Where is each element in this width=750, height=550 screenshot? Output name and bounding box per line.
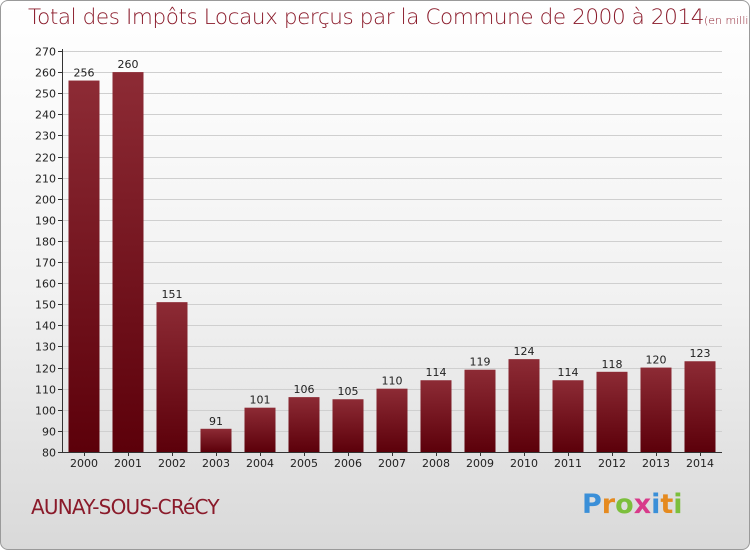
x-tick-label: 2013 [642,457,670,470]
y-tick-label: 230 [35,130,56,143]
value-label: 124 [514,345,535,358]
bars [68,72,716,453]
bar-2006 [332,399,364,452]
y-tick-label: 140 [35,320,56,333]
value-label: 110 [382,375,403,388]
logo-letter: i [673,489,683,520]
y-tick-label: 80 [42,447,56,460]
logo-letter: o [615,489,634,520]
value-label: 114 [426,366,447,379]
bar-2014 [684,361,716,452]
y-tick-label: 120 [35,363,56,376]
x-tick-label: 2004 [246,457,274,470]
value-label: 260 [118,58,139,71]
x-tick-label: 2009 [466,457,494,470]
bar-2004 [244,407,276,452]
x-tick-label: 2012 [598,457,626,470]
y-tick-label: 240 [35,109,56,122]
y-tick-label: 220 [35,152,56,165]
y-tick-label: 170 [35,257,56,270]
y-tick-label: 100 [35,405,56,418]
chart-title: Total des Impôts Locaux perçus par la Co… [28,5,749,30]
x-tick-label: 2002 [158,457,186,470]
x-tick-label: 2010 [510,457,538,470]
y-tick-label: 210 [35,173,56,186]
logo-letter: r [601,489,616,520]
bar-2002 [156,302,188,452]
bar-2000 [68,80,100,453]
value-label: 91 [209,415,223,428]
y-tick-label: 270 [35,46,56,59]
logo-letter: x [633,489,652,520]
logo-letter: t [660,489,674,520]
y-tick-label: 90 [42,426,56,439]
value-label: 151 [162,288,183,301]
value-label: 118 [602,358,623,371]
value-label: 106 [294,383,315,396]
y-tick-label: 160 [35,278,56,291]
bar-2013 [640,367,672,452]
chart-title-unit: (en milliers d'€) [704,14,749,27]
bar-2005 [288,397,320,452]
x-tick-label: 2011 [554,457,582,470]
value-label: 123 [690,347,711,360]
proxiti-logo[interactable]: Proxiti [582,489,683,520]
x-tick-label: 2008 [422,457,450,470]
x-tick-label: 2003 [202,457,230,470]
x-tick-label: 2005 [290,457,318,470]
bar-2008 [420,380,452,452]
x-tick-label: 2006 [334,457,362,470]
y-tick-label: 250 [35,88,56,101]
y-tick-label: 260 [35,67,56,80]
labels: 8090100110120130140150160170180190200210… [35,46,714,471]
bar-2003 [200,428,232,452]
value-label: 101 [250,394,271,407]
y-tick-label: 110 [35,384,56,397]
bar-2007 [376,388,408,452]
y-tick-label: 190 [35,215,56,228]
bar-2001 [112,72,144,453]
value-label: 256 [74,67,95,80]
value-label: 119 [470,356,491,369]
value-label: 114 [558,366,579,379]
axes [58,49,722,456]
value-label: 120 [646,354,667,367]
logo-letter: i [651,489,661,520]
x-tick-label: 2007 [378,457,406,470]
bar-2012 [596,371,628,452]
commune-name: AUNAY-SOUS-CRéCY [31,495,220,519]
x-tick-label: 2000 [70,457,98,470]
x-tick-label: 2001 [114,457,142,470]
y-tick-label: 200 [35,194,56,207]
bar-2010 [508,359,540,452]
y-tick-label: 180 [35,236,56,249]
logo-letter: P [582,489,602,520]
y-tick-label: 130 [35,341,56,354]
x-tick-label: 2014 [686,457,714,470]
y-tick-label: 150 [35,299,56,312]
value-label: 105 [338,385,359,398]
bar-2011 [552,380,584,452]
bar-2009 [464,369,496,452]
